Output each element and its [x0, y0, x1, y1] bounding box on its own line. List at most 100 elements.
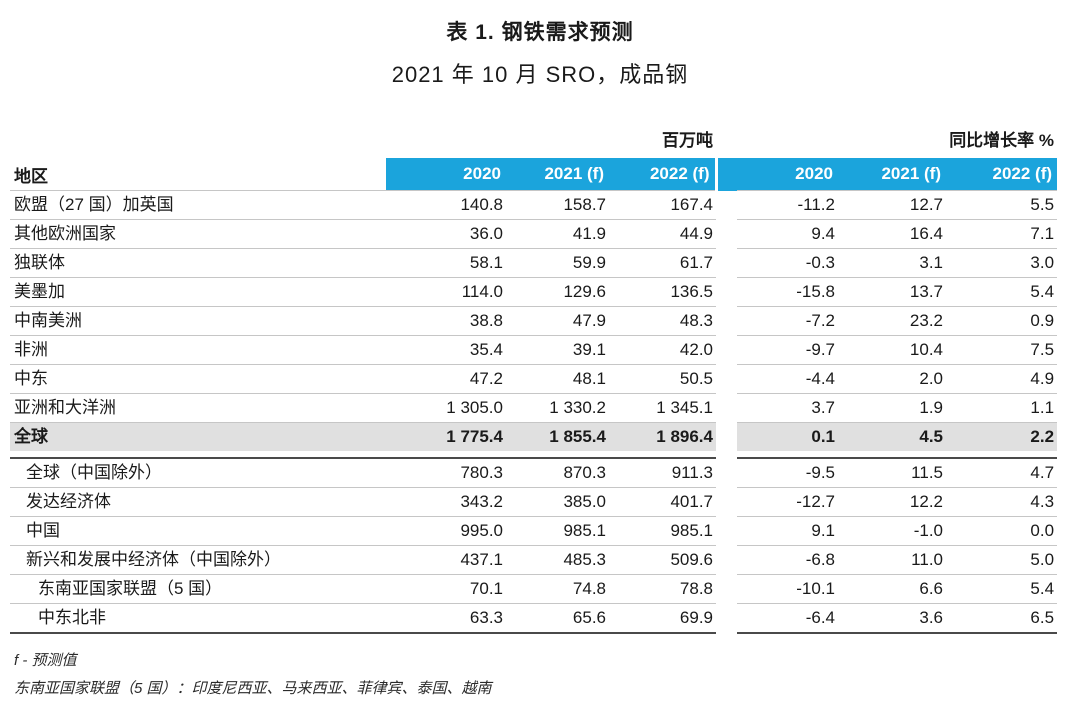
table-row: 亚洲和大洋洲 1 305.0 1 330.2 1 345.1 3.7 1.9 1.1 — [10, 393, 1058, 423]
growth-value: 7.5 — [946, 335, 1058, 365]
tonnage-value: 35.4 — [386, 335, 506, 365]
region-column-header: 地区 — [10, 158, 386, 191]
title-block: 表 1. 钢铁需求预测 2021 年 10 月 SRO，成品钢 — [0, 0, 1080, 89]
table-body: 欧盟（27 国）加英国 140.8 158.7 167.4 -11.2 12.7 5.5 其他… — [10, 190, 1058, 634]
tonnage-value: 48.3 — [609, 306, 716, 336]
growth-value: 4.7 — [946, 458, 1058, 488]
growth-value: 11.0 — [838, 545, 946, 575]
row-label: 新兴和发展中经济体（中国除外） — [10, 545, 386, 575]
column-group-gap — [716, 394, 737, 423]
column-group-gap — [716, 488, 737, 517]
unit-label-growth: 同比增长率 % — [949, 131, 1055, 150]
section-divider — [737, 451, 838, 459]
row-label: 中国 — [10, 516, 386, 546]
growth-value: 0.0 — [946, 516, 1058, 546]
tonnage-value: 78.8 — [609, 574, 716, 604]
table-row: 东南亚国家联盟（5 国） 70.1 74.8 78.8 -10.1 6.6 5.4 — [10, 574, 1058, 604]
table-row: 非洲 35.4 39.1 42.0 -9.7 10.4 7.5 — [10, 335, 1058, 365]
growth-value: 10.4 — [838, 335, 946, 365]
tonnage-value: 44.9 — [609, 219, 716, 249]
tonnage-value: 1 330.2 — [506, 393, 609, 423]
column-group-gap — [716, 458, 737, 488]
column-group-gap — [716, 365, 737, 394]
row-label: 非洲 — [10, 335, 386, 365]
growth-value: 12.7 — [838, 190, 946, 220]
column-group-gap — [716, 249, 737, 278]
growth-value: 5.4 — [946, 277, 1058, 307]
column-group-gap — [716, 517, 737, 546]
column-group-gap — [716, 604, 737, 634]
tonnage-value: 343.2 — [386, 487, 506, 517]
growth-value: -0.3 — [737, 248, 838, 278]
row-label: 独联体 — [10, 248, 386, 278]
table-row: 中南美洲 38.8 47.9 48.3 -7.2 23.2 0.9 — [10, 306, 1058, 336]
growth-value: 5.4 — [946, 574, 1058, 604]
tonnage-value: 63.3 — [386, 603, 506, 634]
tonnage-value: 42.0 — [609, 335, 716, 365]
section-divider — [506, 451, 609, 459]
section-divider — [609, 451, 716, 459]
growth-value: 1.1 — [946, 393, 1058, 423]
tonnage-value: 58.1 — [386, 248, 506, 278]
tonnage-value: 41.9 — [506, 219, 609, 249]
tonnage-value: 780.3 — [386, 458, 506, 488]
row-label: 中东北非 — [10, 603, 386, 634]
column-group-gap — [716, 336, 737, 365]
column-group-gap — [716, 307, 737, 336]
tonnage-value: 65.6 — [506, 603, 609, 634]
row-label: 其他欧洲国家 — [10, 219, 386, 249]
growth-value: 5.5 — [946, 190, 1058, 220]
tonnage-value: 485.3 — [506, 545, 609, 575]
unit-header-row: 百万吨 同比增长率 % — [10, 126, 1057, 158]
column-group-gap — [716, 422, 737, 451]
growth-value: 9.1 — [737, 516, 838, 546]
tonnage-value: 1 305.0 — [386, 393, 506, 423]
table-row: 其他欧洲国家 36.0 41.9 44.9 9.4 16.4 7.1 — [10, 219, 1058, 249]
tonnage-value: 36.0 — [386, 219, 506, 249]
column-group-gap — [714, 158, 737, 191]
section-divider — [838, 451, 946, 459]
column-group-gap — [716, 220, 737, 249]
table-row: 欧盟（27 国）加英国 140.8 158.7 167.4 -11.2 12.7 5.5 — [10, 190, 1058, 220]
tonnage-value: 70.1 — [386, 574, 506, 604]
growth-value: -4.4 — [737, 364, 838, 394]
tonnage-value: 158.7 — [506, 190, 609, 220]
tonnage-value: 50.5 — [609, 364, 716, 394]
row-label: 全球 — [10, 422, 386, 451]
growth-value: -9.5 — [737, 458, 838, 488]
steel-demand-table: 百万吨 同比增长率 % 地区 2020 2021 (f) 2022 (f) 20… — [10, 126, 1058, 634]
table-row: 独联体 58.1 59.9 61.7 -0.3 3.1 3.0 — [10, 248, 1058, 278]
tonnage-value: 136.5 — [609, 277, 716, 307]
growth-value: 13.7 — [838, 277, 946, 307]
growth-value: -9.7 — [737, 335, 838, 365]
tonnage-value: 114.0 — [386, 277, 506, 307]
tonnage-value: 385.0 — [506, 487, 609, 517]
growth-value: -7.2 — [737, 306, 838, 336]
table-row: 中国 995.0 985.1 985.1 9.1 -1.0 0.0 — [10, 516, 1058, 546]
tonnage-value: 129.6 — [506, 277, 609, 307]
growth-value: 3.0 — [946, 248, 1058, 278]
table-row: 美墨加 114.0 129.6 136.5 -15.8 13.7 5.4 — [10, 277, 1058, 307]
tonnage-value: 38.8 — [386, 306, 506, 336]
growth-value: 3.7 — [737, 393, 838, 423]
tonnage-value: 59.9 — [506, 248, 609, 278]
year-header-tonnage-2021f: 2021 (f) — [506, 158, 609, 191]
growth-value: -10.1 — [737, 574, 838, 604]
table-row: 全球 1 775.4 1 855.4 1 896.4 0.1 4.5 2.2 — [10, 422, 1058, 451]
growth-value: 4.5 — [838, 422, 946, 451]
row-label: 发达经济体 — [10, 487, 386, 517]
tonnage-value: 995.0 — [386, 516, 506, 546]
growth-value: -1.0 — [838, 516, 946, 546]
tonnage-value: 1 896.4 — [609, 422, 716, 451]
tonnage-value: 167.4 — [609, 190, 716, 220]
growth-value: 0.1 — [737, 422, 838, 451]
tonnage-value: 1 345.1 — [609, 393, 716, 423]
row-label: 东南亚国家联盟（5 国） — [10, 574, 386, 604]
table-row: 新兴和发展中经济体（中国除外） 437.1 485.3 509.6 -6.8 11.0 5.… — [10, 545, 1058, 575]
column-group-gap — [716, 575, 737, 604]
tonnage-value: 47.9 — [506, 306, 609, 336]
growth-value: 2.2 — [946, 422, 1058, 451]
tonnage-value: 911.3 — [609, 458, 716, 488]
tonnage-value: 1 775.4 — [386, 422, 506, 451]
page-subtitle: 2021 年 10 月 SRO，成品钢 — [391, 62, 689, 87]
